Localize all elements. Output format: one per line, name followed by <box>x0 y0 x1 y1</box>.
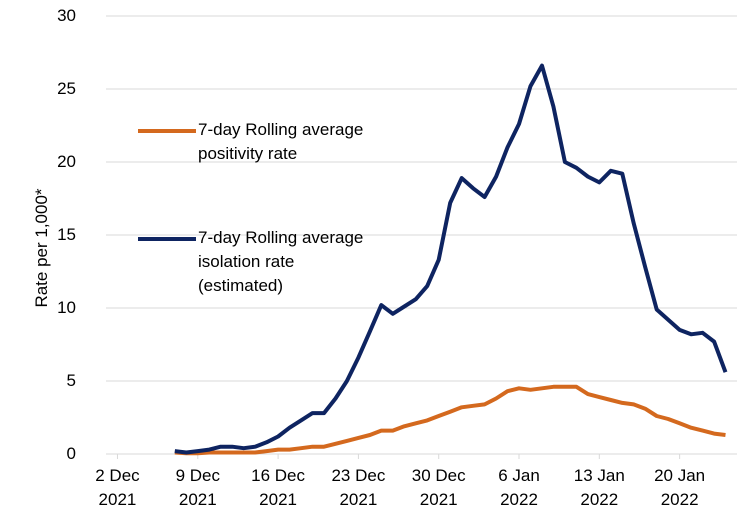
legend-swatch <box>138 237 196 241</box>
x-tick-label: 16 Dec 2021 <box>251 466 306 509</box>
series-line <box>174 63 728 455</box>
y-tick-label: 5 <box>66 371 76 390</box>
y-tick-label: 10 <box>57 298 76 317</box>
x-tick-label: 2 Dec 2021 <box>95 466 140 509</box>
legend-label: 7-day Rolling average isolation rate (es… <box>198 228 364 295</box>
y-tick-label: 15 <box>57 225 76 244</box>
x-tick-label: 13 Jan 2022 <box>573 466 625 509</box>
legend-item: 7-day Rolling average isolation rate (es… <box>138 226 370 298</box>
x-tick-label: 20 Jan 2022 <box>654 466 706 509</box>
y-tick-label: 30 <box>57 6 76 25</box>
legend-label: 7-day Rolling average positivity rate <box>198 120 364 163</box>
x-tick-label: 6 Jan 2022 <box>498 466 540 509</box>
y-tick-label: 25 <box>57 79 76 98</box>
legend-item: 7-day Rolling average positivity rate <box>138 118 370 166</box>
series-line <box>174 384 726 456</box>
x-tick-label: 30 Dec 2021 <box>411 466 466 509</box>
y-tick-label: 20 <box>57 152 76 171</box>
x-tick-label: 9 Dec 2021 <box>175 466 220 509</box>
legend-swatch <box>138 129 196 133</box>
x-tick-label: 23 Dec 2021 <box>331 466 386 509</box>
y-tick-label: 0 <box>66 444 76 463</box>
